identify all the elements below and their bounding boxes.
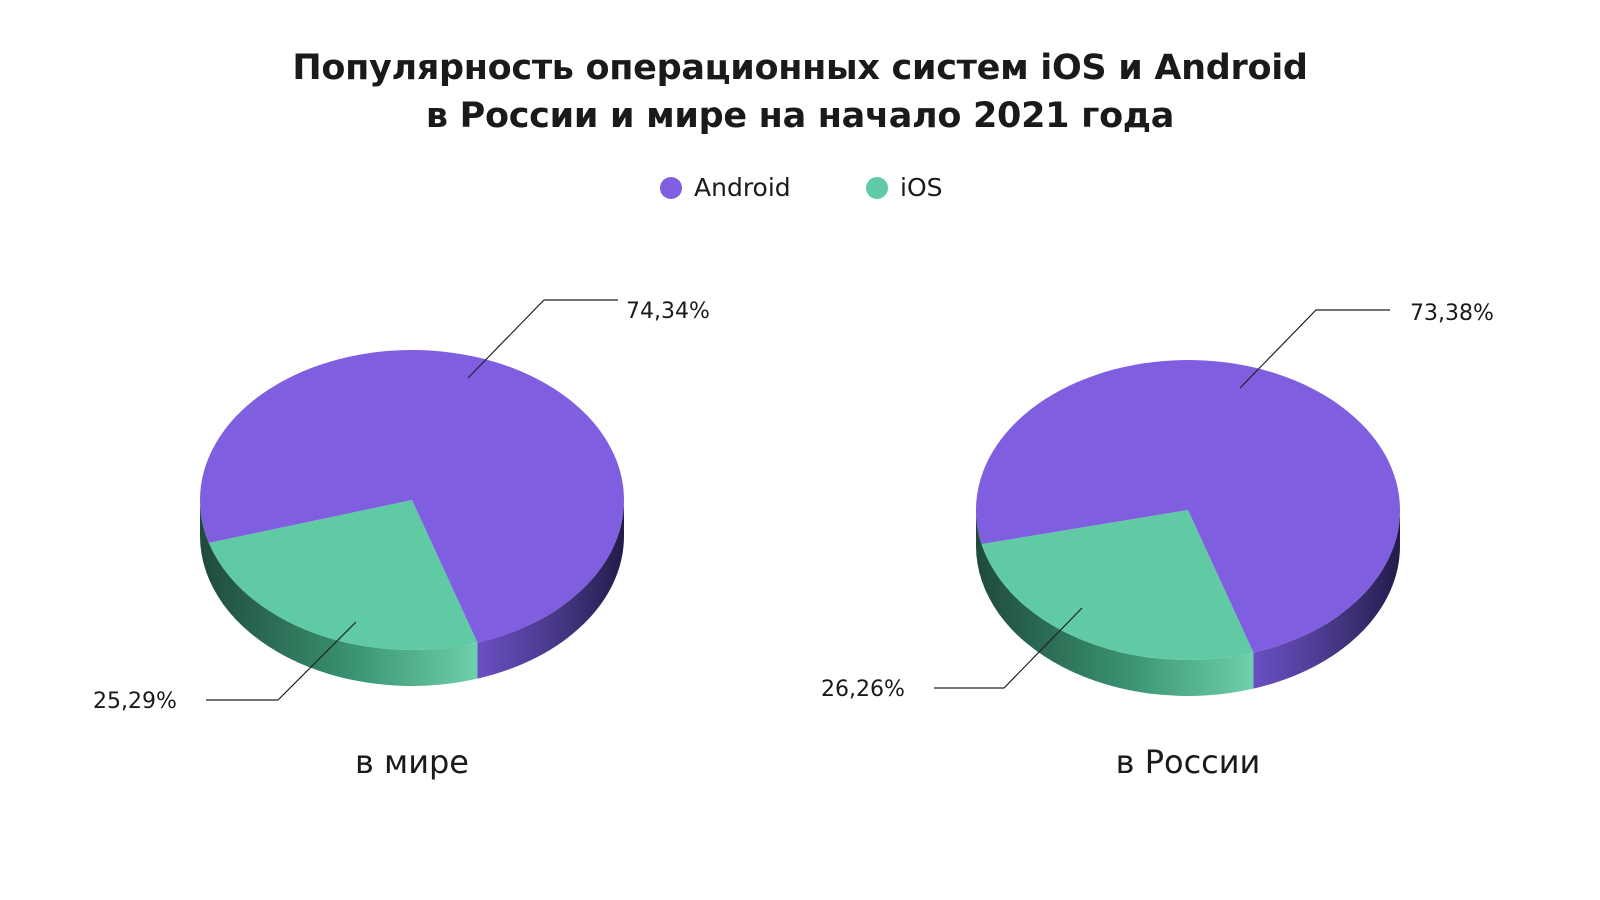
android-leader-line	[1239, 309, 1390, 389]
chart-title: Популярность операционных систем iOS и A…	[0, 44, 1600, 140]
ios-slice	[981, 510, 1254, 660]
chart-title-line-1: Популярность операционных систем iOS и A…	[292, 48, 1308, 88]
legend-ios-label: iOS	[900, 173, 943, 202]
ios-value-label: 26,26%	[821, 677, 905, 702]
legend: Android iOS	[0, 173, 1600, 207]
android-value-label: 74,34%	[626, 299, 710, 324]
ios-slice	[208, 500, 478, 650]
android-leader-line	[467, 299, 618, 379]
ios-slice-side	[200, 500, 478, 686]
pie-caption: в России	[1116, 743, 1261, 781]
pie-caption: в мире	[355, 743, 469, 781]
android-value-label: 73,38%	[1410, 301, 1494, 326]
legend-android-swatch	[660, 176, 682, 199]
android-slice-side	[477, 500, 624, 679]
ios-value-label: 25,29%	[93, 689, 177, 714]
legend-android-label: Android	[694, 173, 791, 202]
legend-item-android: Android	[660, 173, 791, 202]
android-slice	[200, 350, 625, 643]
chart-title-line-2: в России и мире на начало 2021 года	[425, 96, 1175, 136]
ios-leader-line	[206, 621, 357, 701]
android-slice-side	[1253, 510, 1400, 689]
ios-leader-line	[934, 607, 1083, 689]
android-slice	[976, 360, 1400, 653]
ios-slice-side	[976, 510, 1254, 697]
legend-ios-swatch	[866, 176, 888, 199]
legend-item-ios: iOS	[866, 173, 943, 202]
